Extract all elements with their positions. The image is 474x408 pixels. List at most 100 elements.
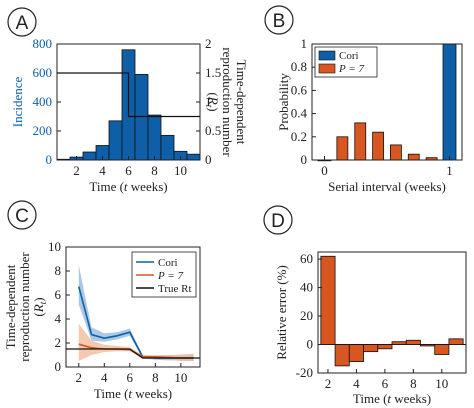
x-tick-label: 2	[325, 376, 332, 391]
bar	[108, 120, 123, 161]
bar	[334, 344, 350, 367]
bar	[186, 153, 201, 161]
y-tick-label: 60	[300, 251, 313, 266]
panel-b-badge	[264, 5, 294, 35]
legend-label: Cori	[339, 50, 359, 62]
bar-p7	[354, 122, 367, 161]
x-tick-label: 8	[151, 163, 158, 178]
y-tick-label: 0.8	[291, 59, 307, 74]
y2-axis-label-symbol: (Rt)	[204, 92, 221, 111]
plot-frame	[65, 246, 201, 368]
panel-b-letter: B	[273, 11, 286, 32]
bar	[448, 338, 464, 345]
y2-tick-label: 0	[205, 152, 212, 167]
y2-axis-label-line2: reproduction number	[220, 47, 235, 157]
legend-label: Cori	[158, 257, 178, 269]
plot-frame	[311, 43, 463, 161]
y-tick-label: -20	[296, 365, 313, 380]
panel-d: D -20 0 20 40 60 2 4 6 8 10 Relative error (%) Time…	[263, 205, 467, 406]
y-tick-label: 0.6	[291, 82, 308, 97]
x-axis-label: Time (t weeks)	[89, 179, 167, 194]
y-axis-label-line2: reproduction number	[17, 252, 32, 362]
rt-line	[57, 72, 200, 118]
chart-a: 0 200 400 600 800 2 4 6 8 10 0 0.5 1 1.5 2 Incidence Tim…	[10, 36, 249, 194]
bar	[391, 341, 407, 345]
panel-c-letter: C	[15, 206, 29, 227]
x-tick-label: 8	[410, 376, 417, 391]
panel-d-letter: D	[271, 211, 285, 232]
bar	[348, 344, 364, 363]
y-tick-label: 0.4	[291, 106, 308, 121]
y-tick-label: 10	[48, 239, 61, 254]
y-axis-label-line1: Time-dependent	[3, 264, 18, 349]
x-tick-label: 4	[99, 163, 106, 178]
legend-label: True Rt	[158, 283, 192, 295]
y-tick-label: 40	[300, 280, 313, 295]
plot-frame	[317, 251, 467, 374]
panel-a-letter: A	[16, 13, 29, 34]
bar	[320, 255, 336, 345]
y-tick-label: 600	[33, 65, 53, 80]
y-tick-label: 2	[55, 335, 62, 350]
y2-tick-label: 2	[205, 36, 212, 51]
panel-a-badge	[7, 7, 37, 37]
bar	[405, 339, 421, 345]
y-axis-label: Incidence	[10, 77, 25, 128]
chart-d: -20 0 20 40 60 2 4 6 8 10 Relative error (%) Time (…	[274, 251, 467, 406]
band-p7	[78, 323, 194, 361]
line-true-rt	[66, 348, 200, 359]
y-tick-label: 800	[33, 36, 53, 51]
x-tick-label: 4	[353, 376, 360, 391]
y-tick-label: 0	[46, 152, 53, 167]
y2-tick-label: 0.5	[205, 123, 221, 138]
x-tick-label: 10	[174, 163, 187, 178]
legend-swatch	[318, 63, 336, 74]
y-tick-label: 0	[301, 152, 308, 167]
x-tick-label: 6	[127, 370, 134, 385]
y-tick-label: 8	[55, 263, 62, 278]
y2-tick-label: 1.5	[205, 65, 221, 80]
x-axis-label: Time (t weeks)	[94, 386, 172, 401]
bar-p7	[389, 144, 402, 161]
x-tick-label: 8	[152, 370, 159, 385]
bar	[420, 344, 436, 347]
bar	[377, 344, 393, 350]
y-tick-label: 6	[55, 287, 62, 302]
bar	[82, 151, 97, 161]
y-tick-label: 0	[307, 337, 314, 352]
bar	[363, 344, 379, 353]
panel-a: A 0 200 400 600 800 2 4 6 8 10 0 0.5 1 1.5 2 Incidence T…	[7, 7, 249, 194]
x-tick-label: 2	[73, 163, 80, 178]
panel-b: B 0 0.2 0.4 0.6 0.8 1 0 1 Probability Serial inte…	[264, 5, 463, 194]
y-tick-label: 0.2	[291, 129, 307, 144]
y-tick-label: 200	[33, 123, 53, 138]
y-tick-label: 0	[55, 359, 62, 374]
bar	[147, 114, 162, 161]
x-tick-label: 10	[174, 370, 187, 385]
x-tick-label: 1	[446, 163, 453, 178]
bar-cori	[442, 43, 457, 161]
panel-d-badge	[263, 205, 293, 235]
x-tick-label: 6	[382, 376, 389, 391]
x-axis-label: Time (t weeks)	[353, 391, 431, 406]
x-tick-label: 0	[321, 163, 328, 178]
y-axis-label-symbol: (Rt)	[31, 297, 48, 316]
bar-p7	[336, 136, 349, 161]
bar	[434, 344, 450, 355]
y2-tick-label: 1	[205, 94, 212, 109]
x-tick-label: 10	[435, 376, 448, 391]
x-tick-label: 4	[101, 370, 108, 385]
y-axis-label: Probability	[276, 73, 291, 131]
chart-b: 0 0.2 0.4 0.6 0.8 1 0 1 Probability Serial interv…	[276, 36, 463, 194]
y-tick-label: 400	[33, 94, 53, 109]
bar-p7	[407, 153, 420, 161]
x-tick-label: 2	[76, 370, 83, 385]
y-tick-label: 1	[301, 36, 308, 51]
legend-label: P = 7	[338, 63, 364, 75]
y-tick-label: 4	[55, 311, 62, 326]
legend-label: P = 7	[157, 270, 183, 282]
bar	[160, 134, 175, 161]
panel-c-badge	[7, 200, 37, 230]
